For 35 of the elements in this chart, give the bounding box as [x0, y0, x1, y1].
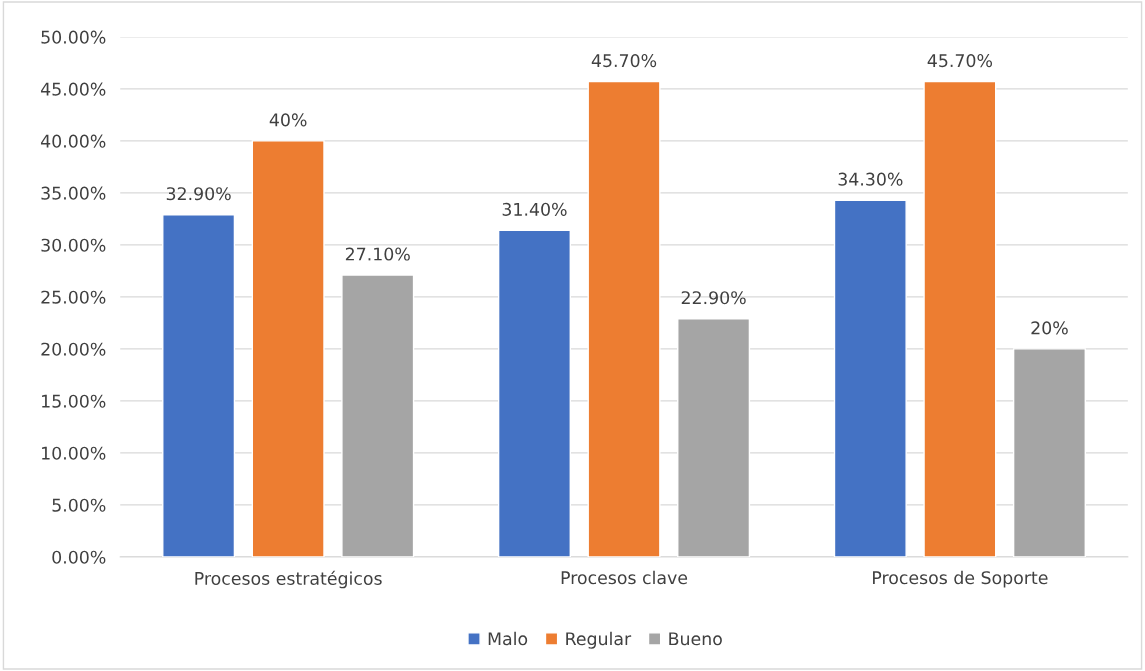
bar — [587, 80, 661, 557]
bar — [1012, 348, 1086, 557]
legend-label: Bueno — [669, 632, 722, 646]
legend-label: Malo — [488, 631, 528, 646]
y-tick-label: 40.00% — [40, 134, 106, 148]
data-label: 45.70% — [927, 54, 993, 68]
y-tick-label: 50.00% — [41, 30, 106, 44]
bar — [923, 80, 997, 557]
bar — [251, 140, 325, 557]
bar — [341, 274, 415, 557]
y-tick-label: 15.00% — [42, 394, 106, 408]
bar — [677, 318, 751, 557]
x-tick-label: Procesos de Soporte — [873, 570, 1048, 588]
legend-label: Regular — [566, 631, 632, 649]
data-label: 34.30% — [838, 172, 903, 186]
y-tick-label: 45.00% — [40, 82, 106, 96]
data-label: 32.90% — [166, 187, 231, 201]
y-tick-label: 30.00% — [41, 238, 106, 252]
data-label: 45.70% — [591, 54, 657, 68]
bar — [162, 214, 236, 557]
y-tick-label: 5.00% — [52, 498, 106, 512]
data-label: 22.90% — [681, 291, 746, 305]
data-label: 31.40% — [502, 202, 567, 216]
data-label: 20% — [1031, 321, 1068, 335]
data-label: 40% — [269, 113, 307, 127]
y-tick-label: 10.00% — [42, 446, 106, 460]
bar — [833, 199, 907, 557]
data-label: 27.10% — [345, 247, 410, 261]
y-tick-label: 0.00% — [52, 550, 106, 564]
x-tick-label: Procesos estratégicos — [195, 570, 382, 589]
y-tick-label: 25.00% — [41, 290, 106, 304]
bar — [497, 229, 571, 557]
y-tick-label: 20.00% — [41, 342, 106, 356]
y-tick-label: 35.00% — [41, 186, 106, 200]
x-tick-label: Procesos clave — [561, 570, 688, 585]
